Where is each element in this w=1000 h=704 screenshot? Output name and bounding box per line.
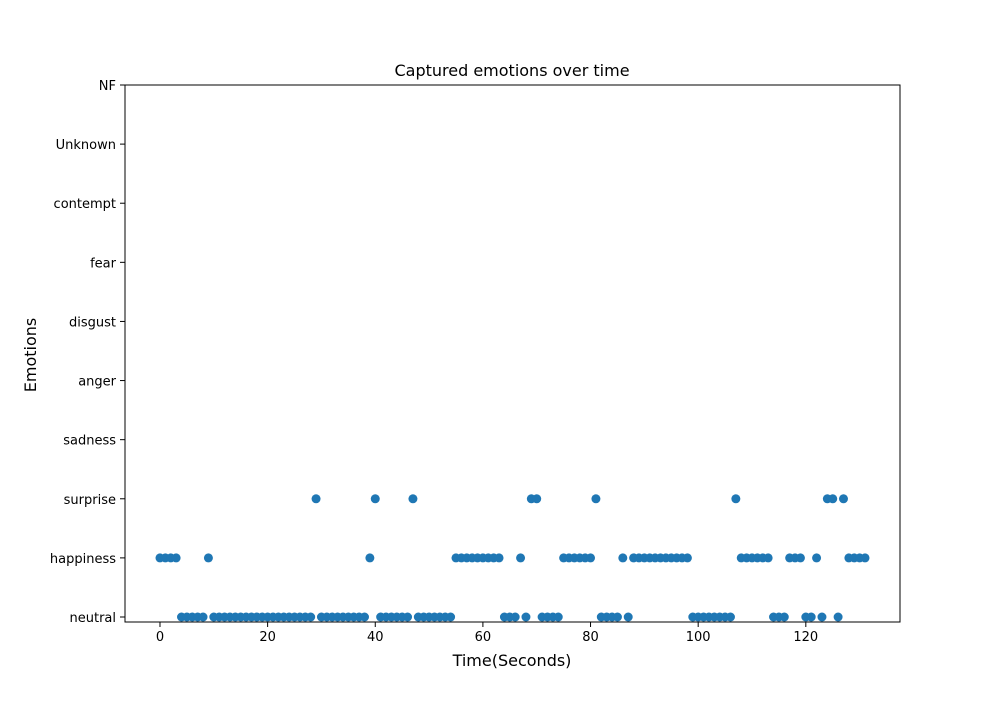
data-point: [198, 612, 208, 622]
data-point: [812, 553, 822, 563]
data-point: [731, 494, 741, 504]
y-tick-label: happiness: [50, 552, 116, 567]
data-point: [446, 612, 456, 622]
x-tick-label: 20: [259, 630, 276, 645]
data-point: [860, 553, 870, 563]
data-point: [725, 612, 735, 622]
data-point: [403, 612, 413, 622]
data-point: [838, 494, 848, 504]
data-point: [365, 553, 375, 563]
data-points: [155, 494, 870, 622]
data-point: [521, 612, 531, 622]
y-tick-label: disgust: [69, 315, 116, 330]
data-point: [171, 553, 181, 563]
data-point: [532, 494, 542, 504]
data-point: [591, 494, 601, 504]
x-tick-label: 100: [686, 630, 711, 645]
x-tick-label: 120: [793, 630, 818, 645]
data-point: [795, 553, 805, 563]
data-point: [817, 612, 827, 622]
y-tick-label: surprise: [64, 493, 116, 508]
data-point: [618, 553, 628, 563]
data-point: [682, 553, 692, 563]
y-tick-label: Unknown: [56, 138, 116, 153]
x-tick-label: 0: [156, 630, 164, 645]
y-tick-label: sadness: [63, 434, 116, 449]
data-point: [306, 612, 316, 622]
data-point: [516, 553, 526, 563]
data-point: [763, 553, 773, 563]
data-point: [586, 553, 596, 563]
x-axis-label: Time(Seconds): [452, 651, 572, 670]
y-tick-label: NF: [99, 79, 116, 94]
y-tick-label: neutral: [70, 611, 117, 626]
y-tick-label: contempt: [54, 197, 116, 212]
x-tick-label: 80: [582, 630, 599, 645]
data-point: [510, 612, 520, 622]
y-axis-label: Emotions: [21, 318, 40, 392]
data-point: [553, 612, 563, 622]
data-point: [359, 612, 369, 622]
data-point: [311, 494, 321, 504]
data-point: [833, 612, 843, 622]
data-point: [779, 612, 789, 622]
data-point: [623, 612, 633, 622]
axis-ticks: 0 20 40 60 80 100 120 neutral happiness surprise s…: [50, 79, 818, 645]
y-tick-label: fear: [90, 256, 117, 271]
x-tick-label: 40: [367, 630, 384, 645]
data-point: [828, 494, 838, 504]
data-point: [203, 553, 213, 563]
data-point: [612, 612, 622, 622]
data-point: [408, 494, 418, 504]
data-point: [370, 494, 380, 504]
y-tick-label: anger: [78, 375, 116, 390]
plot-area-frame: [124, 84, 901, 623]
chart-title: Captured emotions over time: [394, 61, 629, 80]
x-tick-label: 60: [475, 630, 492, 645]
data-point: [806, 612, 816, 622]
data-point: [494, 553, 504, 563]
